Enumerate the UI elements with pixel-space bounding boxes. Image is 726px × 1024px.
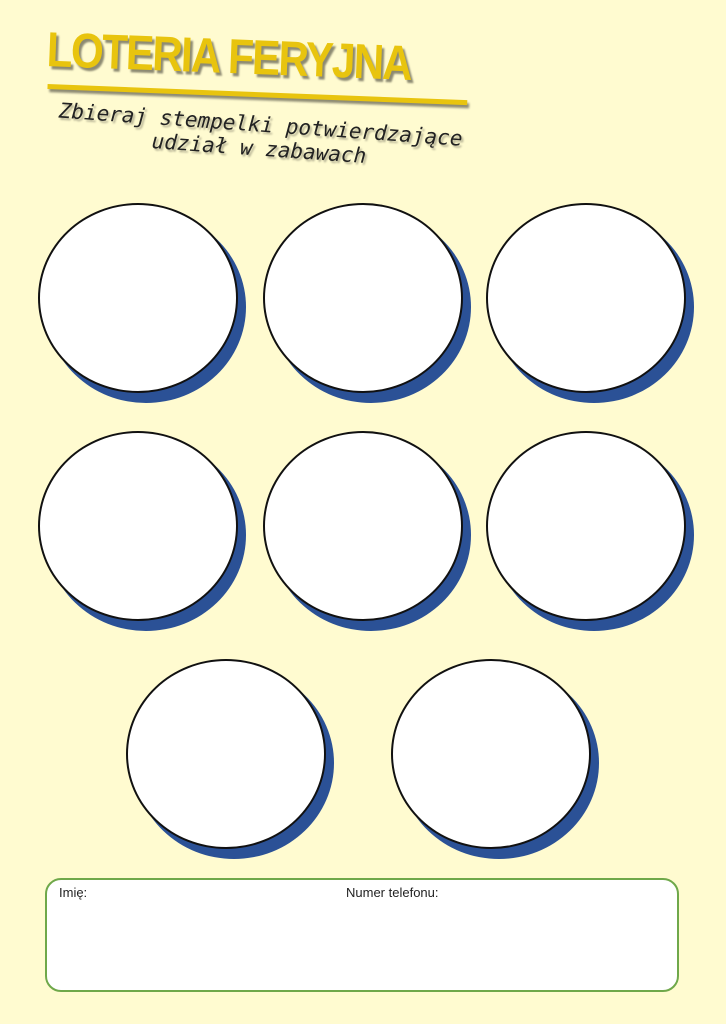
stamp-slot-7	[126, 659, 334, 859]
name-label: Imię:	[59, 885, 88, 900]
stamp-slot-4	[38, 431, 246, 631]
stamp-circle	[126, 659, 326, 849]
stamp-circle	[263, 431, 463, 621]
stamp-slot-3	[486, 203, 694, 403]
stamp-slot-1	[38, 203, 246, 403]
stamp-slot-5	[263, 431, 471, 631]
contact-form-box[interactable]: Imię: Numer telefonu:	[45, 878, 679, 992]
stamp-slot-6	[486, 431, 694, 631]
phone-label: Numer telefonu:	[346, 885, 439, 900]
stamp-slot-8	[391, 659, 599, 859]
stamp-circle	[486, 203, 686, 393]
stamp-circle	[486, 431, 686, 621]
stamp-circle	[391, 659, 591, 849]
stamp-circle	[263, 203, 463, 393]
stamp-circle	[38, 431, 238, 621]
page-title: LOTERIA FERYJNA	[45, 22, 413, 91]
stamp-circle	[38, 203, 238, 393]
stamp-slot-2	[263, 203, 471, 403]
